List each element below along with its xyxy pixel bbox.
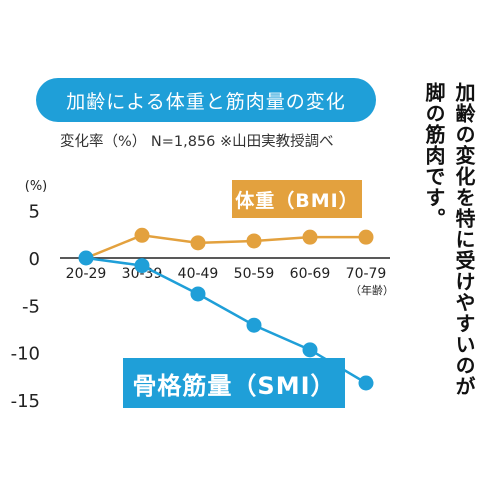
- x-tick-label: 40-49: [178, 266, 219, 282]
- data-point: [358, 229, 374, 245]
- x-tick-label: 50-59: [234, 266, 275, 282]
- y-tick-label: -15: [11, 391, 40, 412]
- data-point: [246, 317, 262, 333]
- x-tick-label: 20-29: [66, 266, 107, 282]
- side-caption-line2: 脚の筋肉です。: [422, 82, 446, 229]
- chart-title: 加齢による体重と筋肉量の変化: [36, 78, 376, 122]
- series-line-1: [85, 256, 367, 385]
- x-tick-label: 70-79: [346, 266, 387, 282]
- side-caption-line1: 加齢の変化を特に受けやすいのが: [452, 82, 476, 397]
- data-point: [78, 250, 94, 266]
- series-line-0: [85, 233, 366, 260]
- chart-subtitle: 変化率（%） N=1,856 ※山田実教授調べ: [60, 134, 334, 150]
- data-point: [302, 229, 318, 245]
- data-point: [358, 375, 374, 391]
- y-tick-label: 0: [29, 249, 40, 270]
- legend-bmi: 体重（BMI）: [232, 180, 362, 218]
- y-tick-label: 5: [29, 202, 40, 223]
- y-tick-label: -10: [11, 344, 40, 365]
- x-tick-label: 60-69: [290, 266, 331, 282]
- data-point: [190, 286, 206, 302]
- data-point: [134, 258, 150, 274]
- legend-smi: 骨格筋量（SMI）: [123, 358, 345, 408]
- y-axis-label: (%): [25, 179, 48, 194]
- y-tick-label: -5: [22, 296, 40, 317]
- data-point: [134, 227, 150, 243]
- data-point: [190, 235, 206, 251]
- data-point: [302, 342, 318, 358]
- data-point: [246, 233, 262, 249]
- x-axis-label: （年齢）: [350, 283, 394, 297]
